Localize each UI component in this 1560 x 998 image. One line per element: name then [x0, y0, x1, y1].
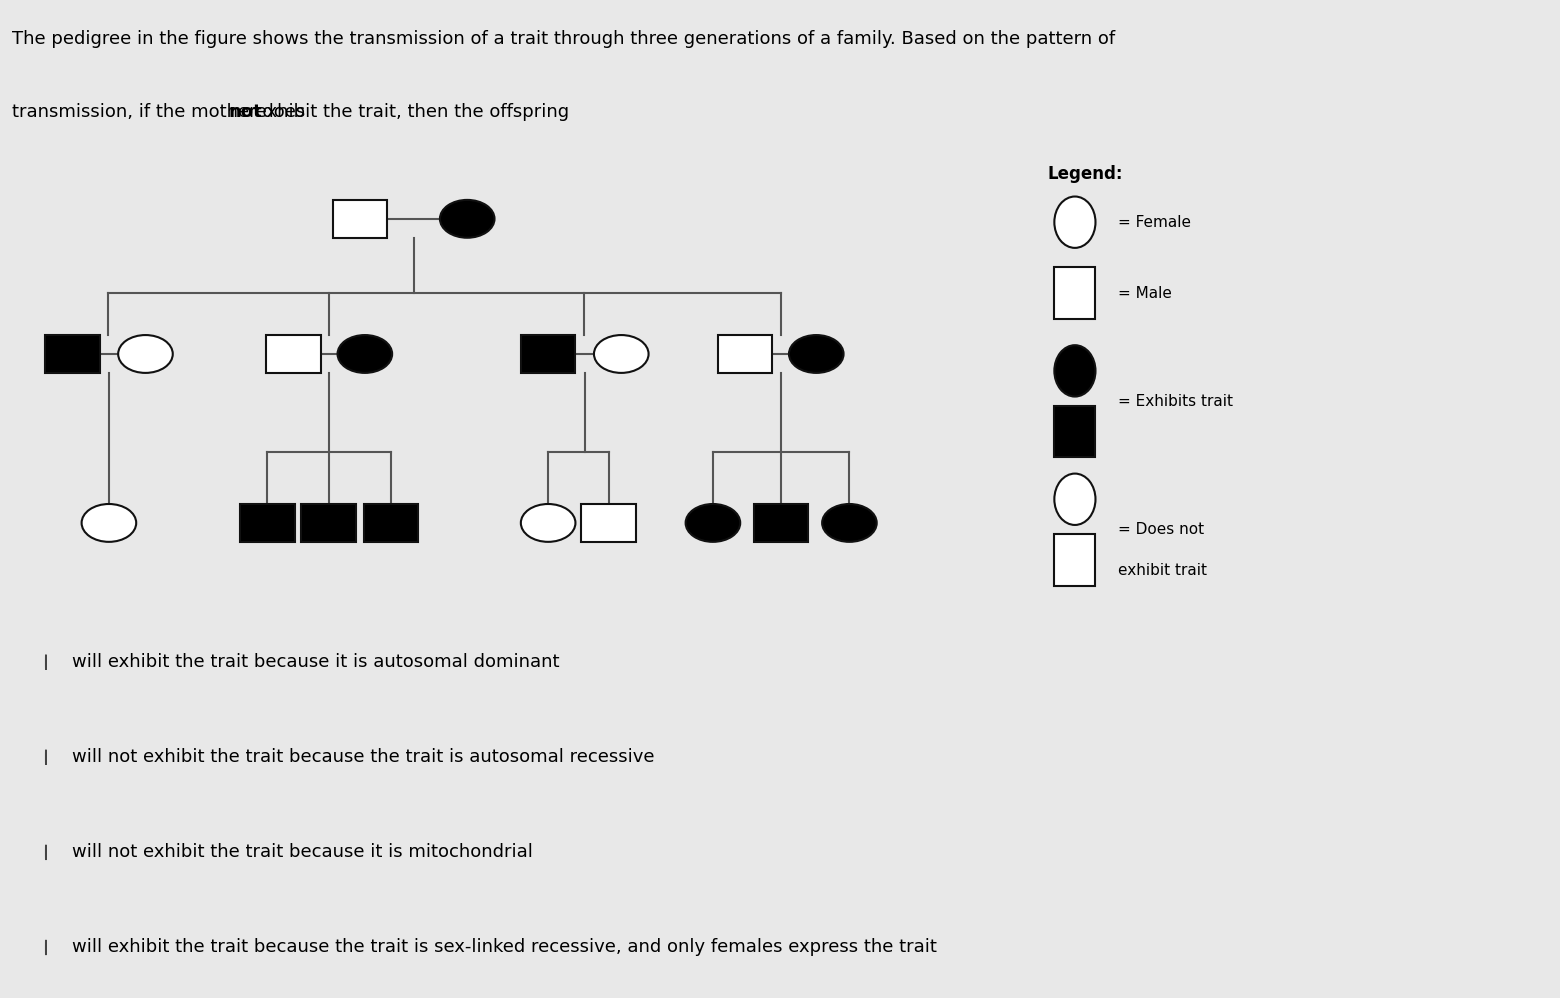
- Text: = Does not: = Does not: [1119, 522, 1204, 537]
- Text: will not exhibit the trait because it is mitochondrial: will not exhibit the trait because it is…: [72, 843, 534, 861]
- Text: = Male: = Male: [1119, 285, 1172, 300]
- Text: The pedigree in the figure shows the transmission of a trait through three gener: The pedigree in the figure shows the tra…: [12, 30, 1115, 48]
- Bar: [1055, 267, 1095, 318]
- Ellipse shape: [337, 335, 392, 373]
- Bar: [45, 335, 100, 373]
- Ellipse shape: [440, 200, 495, 238]
- Bar: [363, 504, 418, 542]
- Bar: [1055, 534, 1095, 586]
- Ellipse shape: [81, 504, 136, 542]
- Text: will not exhibit the trait because the trait is autosomal recessive: will not exhibit the trait because the t…: [72, 748, 655, 766]
- Text: will exhibit the trait because the trait is sex-linked recessive, and only femal: will exhibit the trait because the trait…: [72, 938, 938, 956]
- Bar: [240, 504, 295, 542]
- Ellipse shape: [686, 504, 741, 542]
- Text: Legend:: Legend:: [1048, 165, 1123, 183]
- Ellipse shape: [119, 335, 173, 373]
- Ellipse shape: [822, 504, 877, 542]
- Bar: [718, 335, 772, 373]
- Text: not: not: [228, 104, 262, 122]
- Text: will exhibit the trait because it is autosomal dominant: will exhibit the trait because it is aut…: [72, 654, 560, 672]
- Bar: [753, 504, 808, 542]
- Bar: [301, 504, 356, 542]
- Text: transmission, if the mother does: transmission, if the mother does: [12, 104, 310, 122]
- Text: exhibit the trait, then the offspring: exhibit the trait, then the offspring: [250, 104, 569, 122]
- Bar: [1055, 406, 1095, 457]
- Ellipse shape: [521, 504, 576, 542]
- Text: = Exhibits trait: = Exhibits trait: [1119, 394, 1234, 409]
- Bar: [332, 200, 387, 238]
- Ellipse shape: [594, 335, 649, 373]
- Ellipse shape: [1055, 345, 1095, 396]
- Bar: [267, 335, 321, 373]
- Text: = Female: = Female: [1119, 215, 1192, 230]
- Ellipse shape: [1055, 474, 1095, 525]
- Bar: [582, 504, 636, 542]
- Ellipse shape: [789, 335, 844, 373]
- Bar: [521, 335, 576, 373]
- Ellipse shape: [1055, 197, 1095, 248]
- Text: exhibit trait: exhibit trait: [1119, 563, 1207, 578]
